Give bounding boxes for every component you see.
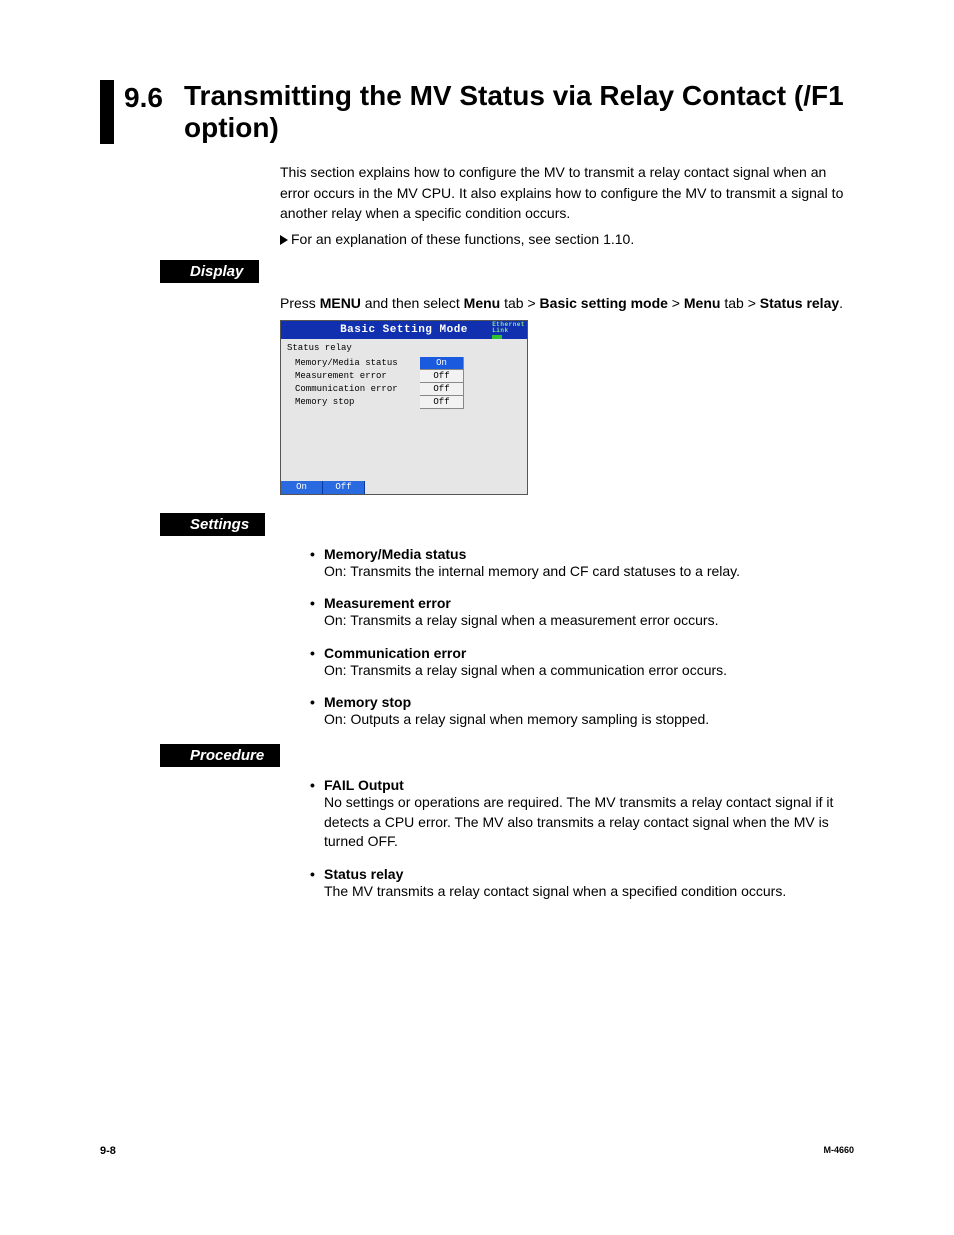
triangle-icon [280,235,288,245]
screenshot-softkey[interactable]: On [281,481,323,494]
screenshot-titlebar: Basic Setting Mode Ethernet Link [281,321,527,339]
document-code: M-4660 [823,1145,854,1157]
section-label-wrap: Display [160,260,854,283]
screenshot-row-value[interactable]: Off [420,370,464,383]
list-item-title-row: •Communication error [310,645,854,661]
heading-title: Transmitting the MV Status via Relay Con… [184,80,854,144]
body-column: This section explains how to configure t… [280,162,854,249]
page-footer: 9-8 M-4660 [100,1145,854,1157]
screenshot-softkey[interactable]: Off [323,481,365,494]
list-item-title-row: •FAIL Output [310,777,854,793]
screenshot-row-label: Memory stop [295,397,420,407]
screenshot-row: Memory stopOff [295,396,519,409]
nav-text: tab > [500,295,539,311]
list-item: •Measurement errorOn: Transmits a relay … [280,595,854,631]
list-item: •FAIL OutputNo settings or operations ar… [280,777,854,852]
screenshot-row-value[interactable]: Off [420,396,464,409]
procedure-list: •FAIL OutputNo settings or operations ar… [280,777,854,901]
display-section-label: Display [160,260,259,283]
navigation-instructions: Press MENU and then select Menu tab > Ba… [280,293,854,314]
page-number: 9-8 [100,1145,116,1157]
list-item-desc: On: Transmits a relay signal when a meas… [310,611,854,631]
bullet-icon: • [310,546,324,562]
list-item-title: FAIL Output [324,777,404,793]
nav-basic: Basic setting mode [540,295,668,311]
list-item: •Memory stopOn: Outputs a relay signal w… [280,694,854,730]
ethernet-indicator: Ethernet Link [492,322,525,341]
nav-text: Press [280,295,320,311]
list-item-title: Measurement error [324,595,451,611]
section-label-wrap: Settings [160,513,854,536]
device-screenshot: Basic Setting Mode Ethernet Link Status … [280,320,528,495]
list-item-desc: The MV transmits a relay contact signal … [310,882,854,902]
bullet-icon: • [310,694,324,710]
screenshot-rows: Memory/Media statusOnMeasurement errorOf… [281,355,527,413]
screenshot-row: Measurement errorOff [295,370,519,383]
ethernet-led-icon [492,335,502,339]
screenshot-row-value[interactable]: Off [420,383,464,396]
heading-accent-bar [100,80,114,144]
heading-number: 9.6 [124,80,184,114]
nav-status: Status relay [760,295,839,311]
list-item-desc: On: Transmits the internal memory and CF… [310,562,854,582]
nav-menu: MENU [320,295,361,311]
bullet-icon: • [310,595,324,611]
screenshot-spacer [281,413,527,481]
list-item: •Status relayThe MV transmits a relay co… [280,866,854,902]
settings-list: •Memory/Media statusOn: Transmits the in… [280,546,854,730]
screenshot-title: Basic Setting Mode [340,324,468,336]
list-item-title: Status relay [324,866,403,882]
xref-text: For an explanation of these functions, s… [291,231,634,247]
cross-reference: For an explanation of these functions, s… [280,229,854,249]
nav-text: > [668,295,684,311]
display-body: Press MENU and then select Menu tab > Ba… [280,293,854,495]
list-item-desc: No settings or operations are required. … [310,793,854,852]
screenshot-row-value[interactable]: On [420,357,464,370]
list-item-title-row: •Memory stop [310,694,854,710]
page: 9.6 Transmitting the MV Status via Relay… [0,0,954,901]
screenshot-row-label: Communication error [295,384,420,394]
section-label-wrap: Procedure [160,744,854,767]
bullet-icon: • [310,645,324,661]
screenshot-row: Communication errorOff [295,383,519,396]
bullet-icon: • [310,866,324,882]
list-item: •Communication errorOn: Transmits a rela… [280,645,854,681]
screenshot-row-label: Measurement error [295,371,420,381]
list-item-desc: On: Outputs a relay signal when memory s… [310,710,854,730]
list-item-title-row: •Status relay [310,866,854,882]
list-item-title: Communication error [324,645,466,661]
ethernet-link-label: Link [492,328,525,334]
list-item-title: Memory stop [324,694,411,710]
screenshot-row-label: Memory/Media status [295,358,420,368]
screenshot-footer: OnOff [281,481,527,494]
intro-paragraph: This section explains how to configure t… [280,162,854,223]
list-item: •Memory/Media statusOn: Transmits the in… [280,546,854,582]
settings-section-label: Settings [160,513,265,536]
list-item-title-row: •Memory/Media status [310,546,854,562]
screenshot-subtitle: Status relay [281,339,527,355]
screenshot-row: Memory/Media statusOn [295,357,519,370]
list-item-title: Memory/Media status [324,546,466,562]
list-item-desc: On: Transmits a relay signal when a comm… [310,661,854,681]
bullet-icon: • [310,777,324,793]
nav-text: tab > [720,295,759,311]
list-item-title-row: •Measurement error [310,595,854,611]
procedure-section-label: Procedure [160,744,280,767]
nav-text: . [839,295,843,311]
section-heading: 9.6 Transmitting the MV Status via Relay… [100,80,854,144]
nav-menutab2: Menu [684,295,721,311]
nav-menutab: Menu [464,295,501,311]
nav-text: and then select [361,295,464,311]
